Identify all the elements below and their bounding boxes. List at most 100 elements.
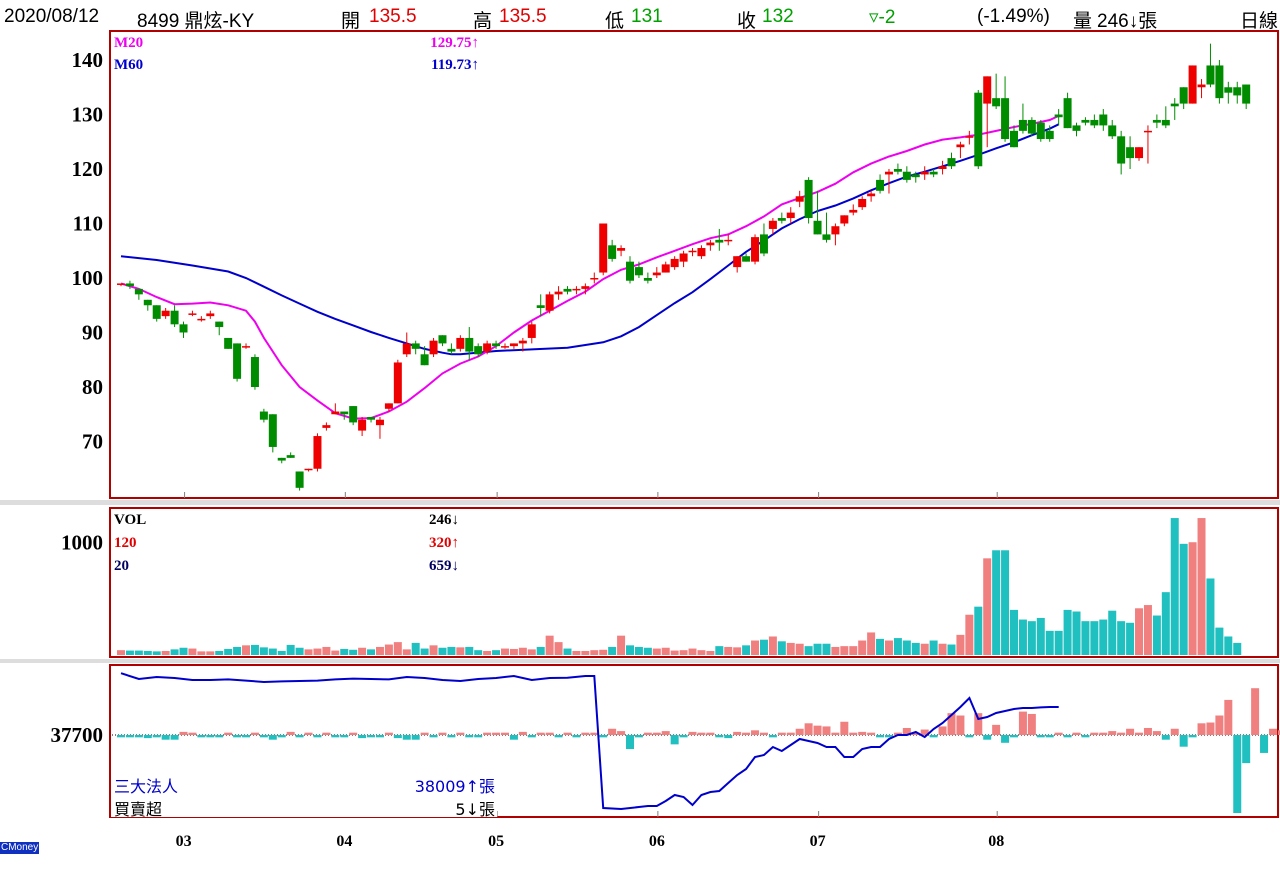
volume-bar bbox=[420, 648, 429, 655]
candle-body bbox=[608, 245, 617, 259]
institutional-net-bar bbox=[161, 735, 170, 740]
institutional-net-bar bbox=[393, 735, 402, 739]
period-button[interactable]: 日線 bbox=[1240, 11, 1279, 32]
candle-body bbox=[358, 419, 367, 431]
volume-bar bbox=[1010, 609, 1018, 655]
candle-body bbox=[929, 171, 938, 175]
candle-body bbox=[840, 215, 849, 224]
candle-body bbox=[1010, 130, 1018, 148]
institutional-net-bar bbox=[751, 730, 760, 735]
institutional-net-bar bbox=[581, 732, 590, 735]
volume-bar bbox=[759, 639, 768, 655]
candle-body bbox=[563, 288, 572, 292]
volume-bar bbox=[1027, 621, 1036, 655]
candle-body bbox=[429, 340, 438, 355]
candle-body bbox=[1099, 114, 1108, 126]
volume-bar bbox=[429, 645, 438, 655]
institutional-net-bar bbox=[259, 735, 268, 738]
volume-bar bbox=[626, 645, 635, 655]
volume-bar bbox=[617, 635, 626, 655]
volume-bar bbox=[1188, 542, 1197, 655]
ma120-value: 320↑ bbox=[429, 535, 459, 551]
panel-divider bbox=[0, 500, 1280, 505]
volume-bar bbox=[965, 614, 974, 655]
institutional-net-bar bbox=[858, 731, 867, 735]
volume-bar bbox=[634, 646, 643, 655]
volume-bar bbox=[822, 643, 831, 655]
volume-bar bbox=[224, 648, 233, 655]
volume-value: 246↓張 bbox=[1097, 11, 1158, 32]
volume-legend: VOL 246↓ 120 320↑ 20 659↓ bbox=[111, 509, 461, 578]
m20-line bbox=[120, 114, 1060, 420]
close-label: 收 bbox=[737, 11, 757, 32]
candle-body bbox=[742, 256, 751, 262]
volume-bar bbox=[411, 642, 420, 655]
institutional-net-bar bbox=[626, 735, 635, 750]
volume-bar bbox=[742, 645, 751, 655]
institutional-net-bar bbox=[402, 735, 411, 740]
institutional-net-bar bbox=[197, 735, 206, 738]
change-percent: (-1.49%) bbox=[977, 6, 1050, 27]
volume-bar bbox=[1126, 622, 1135, 655]
m20-label: M20 bbox=[114, 35, 144, 51]
institutional-net-bar bbox=[483, 732, 492, 735]
institutional-net-bar bbox=[929, 735, 938, 738]
institutional-net-bar bbox=[1277, 730, 1280, 735]
low-value: 131 bbox=[631, 6, 663, 27]
candle-body bbox=[974, 92, 983, 167]
institutional-net-bar bbox=[661, 731, 670, 735]
institutional-net-bar bbox=[1126, 728, 1135, 735]
candle-body bbox=[1090, 119, 1099, 126]
volume-bar bbox=[331, 650, 340, 655]
candle-body bbox=[876, 179, 885, 191]
volume-bar bbox=[402, 649, 411, 655]
vol-value: 246↓ bbox=[429, 512, 459, 528]
candle-body bbox=[1233, 87, 1242, 96]
candle-body bbox=[715, 239, 724, 243]
candle-body bbox=[286, 455, 295, 458]
close-value: 132 bbox=[762, 6, 794, 27]
candle-body bbox=[1063, 98, 1072, 129]
institutional-net-bar bbox=[492, 732, 501, 735]
candle-body bbox=[518, 340, 527, 344]
candle-body bbox=[947, 158, 956, 167]
institutional-net-bar bbox=[250, 732, 259, 735]
candle-body bbox=[536, 305, 545, 308]
volume-bar bbox=[304, 649, 313, 655]
institutional-net-bar bbox=[170, 735, 179, 740]
candle-body bbox=[983, 76, 992, 104]
candle-body bbox=[849, 209, 858, 213]
candle-body bbox=[474, 346, 483, 355]
volume-bar bbox=[1081, 621, 1090, 655]
candle-body bbox=[545, 294, 554, 311]
volume-bar bbox=[867, 632, 876, 655]
price-tick-label: 130 bbox=[72, 103, 104, 127]
candle-body bbox=[777, 218, 786, 221]
institutional-net-bar bbox=[295, 735, 304, 738]
candle-body bbox=[1001, 98, 1010, 140]
candle-body bbox=[1117, 136, 1126, 164]
institutional-net-bar bbox=[1233, 735, 1242, 813]
institutional-net-bar bbox=[1063, 735, 1072, 738]
candle-body bbox=[224, 337, 233, 349]
volume-bar bbox=[1215, 627, 1224, 655]
candle-body bbox=[402, 343, 411, 355]
candle-body bbox=[152, 305, 161, 319]
institutional-net-bar bbox=[1072, 732, 1081, 735]
ma20-value: 659↓ bbox=[429, 558, 459, 574]
institutional-net-bar bbox=[911, 732, 920, 735]
institutional-net-bar bbox=[554, 735, 563, 738]
open-label: 開 bbox=[341, 11, 361, 32]
volume-bar bbox=[572, 650, 581, 655]
volume-bar bbox=[1143, 605, 1152, 655]
volume-bar bbox=[1179, 543, 1188, 655]
candle-body bbox=[456, 337, 465, 349]
institutional-net-bar bbox=[509, 735, 518, 740]
volume-bar bbox=[643, 647, 652, 655]
price-tick-label: 140 bbox=[72, 48, 104, 72]
candle-body bbox=[322, 425, 331, 428]
institutional-value: 38009↑張 bbox=[414, 777, 495, 796]
candle-body bbox=[242, 346, 251, 348]
volume-bar bbox=[518, 647, 527, 655]
volume-bar bbox=[992, 550, 1001, 655]
